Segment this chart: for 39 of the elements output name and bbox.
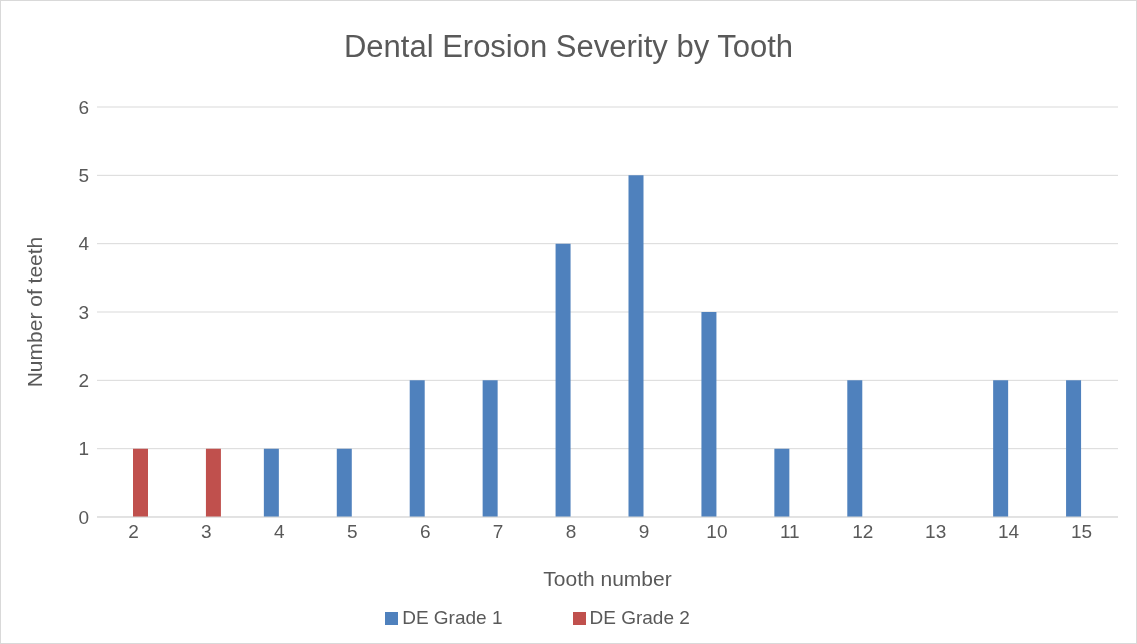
x-tick-label: 8 (565, 521, 577, 543)
x-tick-label: 2 (128, 521, 139, 543)
y-tick-label: 2 (78, 370, 89, 392)
x-tick-label: 13 (925, 521, 947, 543)
x-tick-label: 12 (852, 521, 874, 543)
y-axis-title: Number of teeth (23, 236, 47, 388)
bar (993, 380, 1009, 517)
y-tick-label: 5 (78, 165, 89, 187)
bar (205, 448, 221, 517)
bar (701, 312, 717, 517)
x-tick-label: 4 (274, 521, 286, 543)
x-tick-label: 7 (492, 521, 504, 543)
x-tick-label: 14 (998, 521, 1020, 543)
y-tick-label: 4 (78, 233, 90, 255)
x-axis-title: Tooth number (543, 566, 672, 590)
y-tick-label: 3 (78, 301, 89, 323)
x-tick-label: 10 (706, 521, 728, 543)
y-tick-label: 1 (78, 438, 89, 460)
bar (847, 380, 863, 517)
bar (336, 448, 352, 517)
x-tick-label: 11 (779, 521, 800, 543)
bar (263, 448, 279, 517)
x-tick-label: 9 (638, 521, 650, 543)
x-tick-label: 3 (201, 521, 212, 543)
bar (133, 448, 148, 517)
bar (774, 448, 790, 517)
bar (555, 243, 571, 517)
y-tick-label: 6 (78, 96, 89, 118)
bar (482, 380, 498, 517)
x-tick-label: 6 (419, 521, 431, 543)
bar (409, 380, 425, 517)
legend-label: DE Grade 1 (402, 607, 503, 628)
legend-label: DE Grade 2 (589, 607, 690, 628)
bar (1066, 380, 1082, 517)
x-tick-label: 15 (1070, 521, 1093, 543)
y-tick-label: 0 (78, 506, 89, 528)
chart-title: Dental Erosion Severity by Tooth (342, 29, 795, 65)
bar (628, 175, 644, 517)
x-tick-label: 5 (346, 521, 358, 543)
